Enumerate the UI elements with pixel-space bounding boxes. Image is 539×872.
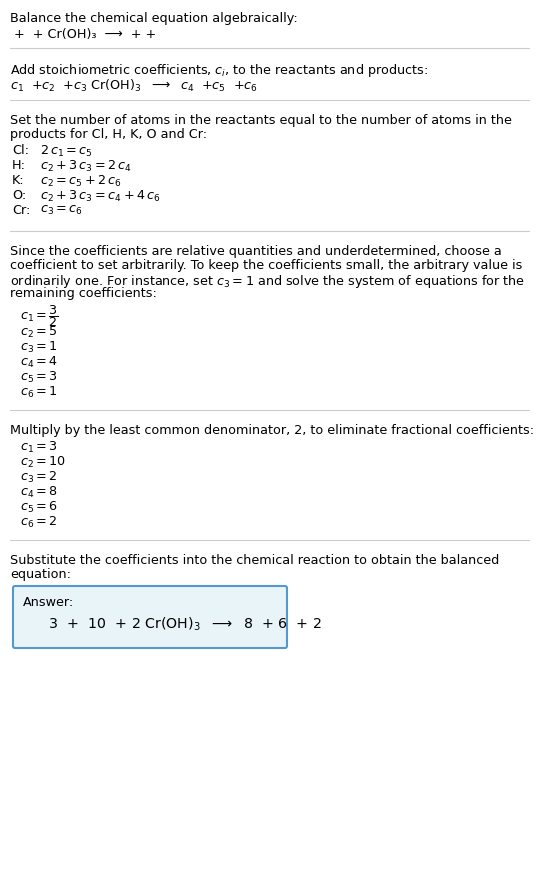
Text: Answer:: Answer:	[23, 596, 74, 609]
Text: $c_2 + 3\,c_3 = 2\,c_4$: $c_2 + 3\,c_3 = 2\,c_4$	[40, 159, 132, 174]
Text: $c_6 = 1$: $c_6 = 1$	[20, 385, 58, 400]
Text: $3$  +  $10$  + $2$ Cr(OH)$_3$  $\longrightarrow$  $8$  + $6$  + $2$: $3$ + $10$ + $2$ Cr(OH)$_3$ $\longrighta…	[40, 616, 322, 633]
Text: +  + Cr(OH)₃  ⟶  + +: + + Cr(OH)₃ ⟶ + +	[10, 28, 156, 41]
Text: Since the coefficients are relative quantities and underdetermined, choose a: Since the coefficients are relative quan…	[10, 245, 502, 258]
Text: Cr:: Cr:	[12, 204, 30, 217]
Text: $c_6 = 2$: $c_6 = 2$	[20, 515, 58, 530]
Text: Balance the chemical equation algebraically:: Balance the chemical equation algebraica…	[10, 12, 298, 25]
Text: $c_2 = c_5 + 2\,c_6$: $c_2 = c_5 + 2\,c_6$	[40, 174, 122, 189]
Text: $c_5 = 6$: $c_5 = 6$	[20, 500, 58, 515]
Text: coefficient to set arbitrarily. To keep the coefficients small, the arbitrary va: coefficient to set arbitrarily. To keep …	[10, 259, 522, 272]
Text: K:: K:	[12, 174, 25, 187]
Text: $c_5 = 3$: $c_5 = 3$	[20, 370, 58, 385]
Text: $c_1$  +$c_2$  +$c_3$ Cr(OH)$_3$  $\longrightarrow$  $c_4$  +$c_5$  +$c_6$: $c_1$ +$c_2$ +$c_3$ Cr(OH)$_3$ $\longrig…	[10, 78, 258, 94]
Text: $c_2 = 5$: $c_2 = 5$	[20, 325, 58, 340]
Text: Add stoichiometric coefficients, $c_i$, to the reactants and products:: Add stoichiometric coefficients, $c_i$, …	[10, 62, 428, 79]
Text: products for Cl, H, K, O and Cr:: products for Cl, H, K, O and Cr:	[10, 128, 207, 141]
Text: Cl:: Cl:	[12, 144, 29, 157]
Text: $c_1 = \dfrac{3}{2}$: $c_1 = \dfrac{3}{2}$	[20, 303, 59, 329]
Text: ordinarily one. For instance, set $c_3 = 1$ and solve the system of equations fo: ordinarily one. For instance, set $c_3 =…	[10, 273, 525, 290]
Text: $c_4 = 4$: $c_4 = 4$	[20, 355, 58, 370]
FancyBboxPatch shape	[13, 586, 287, 648]
Text: $c_3 = c_6$: $c_3 = c_6$	[40, 204, 83, 217]
Text: Set the number of atoms in the reactants equal to the number of atoms in the: Set the number of atoms in the reactants…	[10, 114, 512, 127]
Text: O:: O:	[12, 189, 26, 202]
Text: $c_1 = 3$: $c_1 = 3$	[20, 440, 58, 455]
Text: $c_2 = 10$: $c_2 = 10$	[20, 455, 66, 470]
Text: H:: H:	[12, 159, 26, 172]
Text: remaining coefficients:: remaining coefficients:	[10, 287, 157, 300]
Text: $c_3 = 1$: $c_3 = 1$	[20, 340, 58, 355]
Text: $2\,c_1 = c_5$: $2\,c_1 = c_5$	[40, 144, 93, 159]
Text: $c_3 = 2$: $c_3 = 2$	[20, 470, 58, 485]
Text: Substitute the coefficients into the chemical reaction to obtain the balanced: Substitute the coefficients into the che…	[10, 554, 499, 567]
Text: $c_4 = 8$: $c_4 = 8$	[20, 485, 58, 501]
Text: equation:: equation:	[10, 568, 71, 581]
Text: $c_2 + 3\,c_3 = c_4 + 4\,c_6$: $c_2 + 3\,c_3 = c_4 + 4\,c_6$	[40, 189, 161, 204]
Text: Multiply by the least common denominator, 2, to eliminate fractional coefficient: Multiply by the least common denominator…	[10, 424, 534, 437]
